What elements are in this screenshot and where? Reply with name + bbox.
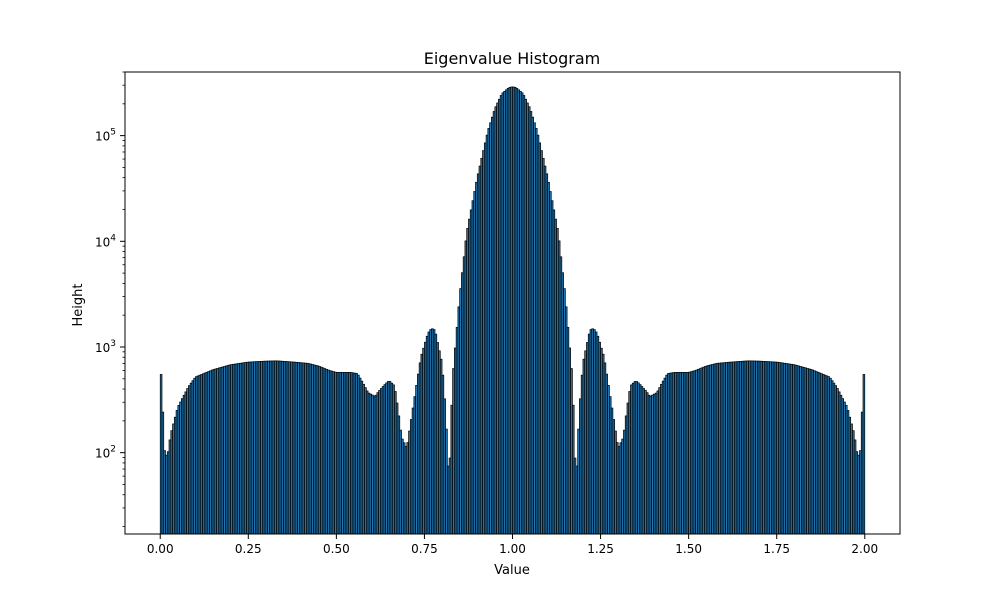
x-axis-label: Value: [494, 563, 530, 578]
x-tick-label: 1.00: [499, 542, 526, 556]
y-tick-label: 103: [95, 339, 116, 355]
x-tick-label: 0.50: [323, 542, 350, 556]
x-tick-label: 0.75: [411, 542, 438, 556]
x-tick-label: 1.75: [763, 542, 790, 556]
y-tick-label: 104: [95, 233, 116, 249]
chart-title: Eigenvalue Histogram: [424, 49, 600, 68]
y-axis-label: Height: [71, 284, 86, 327]
x-tick-label: 1.25: [587, 542, 614, 556]
histogram-bars: [159, 86, 866, 535]
y-tick-label: 102: [95, 445, 116, 461]
x-tick-label: 1.50: [675, 542, 702, 556]
x-tick-label: 2.00: [851, 542, 878, 556]
y-axis: 102 103 104 105: [95, 71, 125, 527]
y-tick-label: 105: [95, 128, 116, 144]
x-tick-label: 0.25: [235, 542, 262, 556]
histogram-bar: [862, 374, 866, 535]
x-tick-label: 0.00: [147, 542, 174, 556]
x-axis: 0.00 0.25 0.50 0.75 1.00 1.25 1.50 1.75 2.00: [147, 534, 878, 556]
